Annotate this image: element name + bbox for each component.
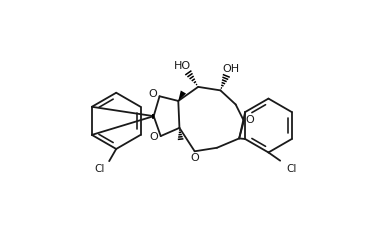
Text: Cl: Cl	[287, 164, 297, 174]
Text: O: O	[150, 132, 159, 142]
Text: O: O	[148, 89, 157, 99]
Text: OH: OH	[223, 64, 240, 74]
Text: O: O	[245, 115, 254, 125]
Text: O: O	[191, 153, 200, 163]
Text: HO: HO	[174, 61, 191, 71]
Polygon shape	[178, 91, 186, 101]
Text: Cl: Cl	[94, 164, 104, 174]
